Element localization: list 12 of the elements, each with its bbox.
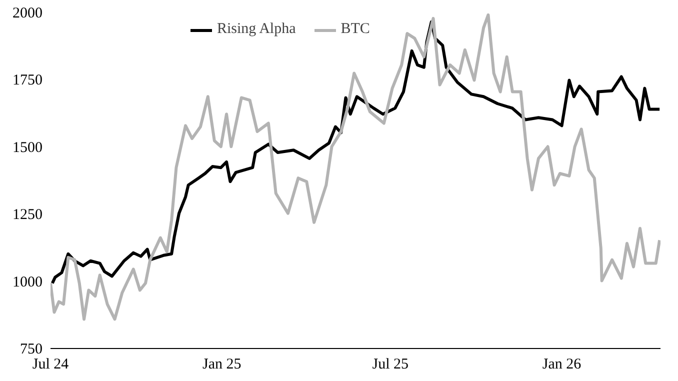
y-tick-label: 1750: [12, 72, 42, 89]
x-tick-label: Jul 24: [32, 356, 70, 372]
y-tick-label: 1000: [12, 274, 42, 290]
x-tick-label: Jan 25: [202, 356, 242, 372]
y-tick-label: 1500: [12, 140, 42, 156]
x-tick-label: Jul 25: [372, 356, 409, 372]
legend-label: BTC: [340, 21, 370, 38]
y-tick-label: 1250: [12, 207, 42, 224]
legend-label: Rising Alpha: [217, 21, 296, 38]
y-tick-label: 750: [20, 342, 42, 358]
y-tick-label: 2000: [12, 6, 42, 22]
x-tick-label: Jan 26: [542, 356, 582, 372]
